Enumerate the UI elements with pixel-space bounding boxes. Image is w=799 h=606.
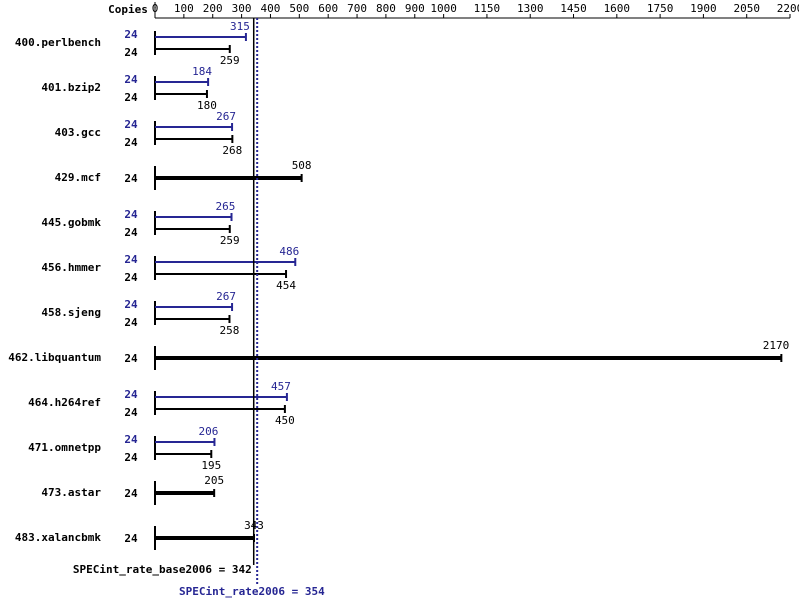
peak-value-label: 206 xyxy=(199,425,219,438)
base-copies: 24 xyxy=(124,271,138,284)
benchmark-name: 473.astar xyxy=(41,486,101,499)
peak-value-label: 457 xyxy=(271,380,291,393)
bar xyxy=(155,36,246,38)
base-copies: 24 xyxy=(124,451,138,464)
peak-copies: 24 xyxy=(124,118,138,131)
x-tick-label: 1000 xyxy=(430,2,457,15)
x-tick-label: 700 xyxy=(347,2,367,15)
x-tick-label: 900 xyxy=(405,2,425,15)
bar xyxy=(155,273,287,275)
base-copies: 24 xyxy=(124,352,138,365)
benchmark-name: 445.gobmk xyxy=(41,216,101,229)
base-value-label: 508 xyxy=(292,159,312,172)
x-tick-label: 100 xyxy=(174,2,194,15)
x-tick-label: 500 xyxy=(289,2,309,15)
base-copies: 24 xyxy=(124,172,138,185)
x-tick-label: 400 xyxy=(261,2,281,15)
bar xyxy=(155,453,212,455)
peak-copies: 24 xyxy=(124,388,138,401)
peak-value-label: 267 xyxy=(216,110,236,123)
x-tick-label: 0 xyxy=(152,2,159,15)
base-value-label: 195 xyxy=(201,459,221,472)
reference-label: SPECint_rate2006 = 354 xyxy=(179,585,325,598)
benchmark-name: 464.h264ref xyxy=(28,396,101,409)
bar xyxy=(155,81,209,83)
base-value-label: 454 xyxy=(276,279,296,292)
peak-value-label: 315 xyxy=(230,20,250,33)
base-copies: 24 xyxy=(124,487,138,500)
benchmark-name: 401.bzip2 xyxy=(41,81,101,94)
benchmark-name: 458.sjeng xyxy=(41,306,101,319)
bar xyxy=(155,261,296,263)
bar xyxy=(155,138,233,140)
peak-value-label: 486 xyxy=(279,245,299,258)
peak-copies: 24 xyxy=(124,73,138,86)
base-value-label: 259 xyxy=(220,54,240,67)
benchmark-name: 483.xalancbmk xyxy=(15,531,101,544)
bar xyxy=(155,176,302,180)
peak-copies: 24 xyxy=(124,28,138,41)
bar xyxy=(155,48,230,50)
base-copies: 24 xyxy=(124,226,138,239)
bar xyxy=(155,491,215,495)
bar xyxy=(155,396,287,398)
peak-value-label: 265 xyxy=(216,200,236,213)
peak-copies: 24 xyxy=(124,253,138,266)
base-value-label: 258 xyxy=(220,324,240,337)
x-tick-label: 1900 xyxy=(690,2,717,15)
base-copies: 24 xyxy=(124,46,138,59)
x-tick-label: 1150 xyxy=(474,2,501,15)
benchmark-name: 429.mcf xyxy=(55,171,101,184)
x-tick-label: 200 xyxy=(203,2,223,15)
base-value-label: 2170 xyxy=(763,339,790,352)
base-value-label: 450 xyxy=(275,414,295,427)
x-tick-label: 2200 xyxy=(777,2,799,15)
x-tick-label: 300 xyxy=(232,2,252,15)
peak-copies: 24 xyxy=(124,208,138,221)
benchmark-name: 456.hmmer xyxy=(41,261,101,274)
peak-value-label: 184 xyxy=(192,65,212,78)
benchmark-name: 400.perlbench xyxy=(15,36,101,49)
peak-value-label: 267 xyxy=(216,290,236,303)
bar xyxy=(155,408,285,410)
x-tick-label: 1300 xyxy=(517,2,544,15)
base-copies: 24 xyxy=(124,136,138,149)
x-tick-label: 1450 xyxy=(560,2,587,15)
copies-header: Copies xyxy=(108,3,148,16)
x-tick-label: 600 xyxy=(318,2,338,15)
bar xyxy=(155,228,230,230)
bar xyxy=(155,126,233,128)
bar xyxy=(155,216,232,218)
bar xyxy=(155,441,215,443)
benchmark-name: 471.omnetpp xyxy=(28,441,101,454)
bar xyxy=(155,318,230,320)
benchmark-name: 462.libquantum xyxy=(8,351,101,364)
peak-copies: 24 xyxy=(124,433,138,446)
base-copies: 24 xyxy=(124,532,138,545)
base-value-label: 259 xyxy=(220,234,240,247)
reference-label: SPECint_rate_base2006 = 342 xyxy=(73,563,252,576)
base-copies: 24 xyxy=(124,91,138,104)
x-tick-label: 1750 xyxy=(647,2,674,15)
base-value-label: 205 xyxy=(204,474,224,487)
benchmark-name: 403.gcc xyxy=(55,126,101,139)
bar xyxy=(155,93,207,95)
x-tick-label: 1600 xyxy=(604,2,631,15)
base-value-label: 268 xyxy=(222,144,242,157)
base-copies: 24 xyxy=(124,406,138,419)
base-copies: 24 xyxy=(124,316,138,329)
bar xyxy=(155,536,255,540)
bar xyxy=(155,356,782,360)
peak-copies: 24 xyxy=(124,298,138,311)
x-tick-label: 2050 xyxy=(733,2,760,15)
x-tick-label: 800 xyxy=(376,2,396,15)
bar xyxy=(155,306,233,308)
base-value-label: 180 xyxy=(197,99,217,112)
